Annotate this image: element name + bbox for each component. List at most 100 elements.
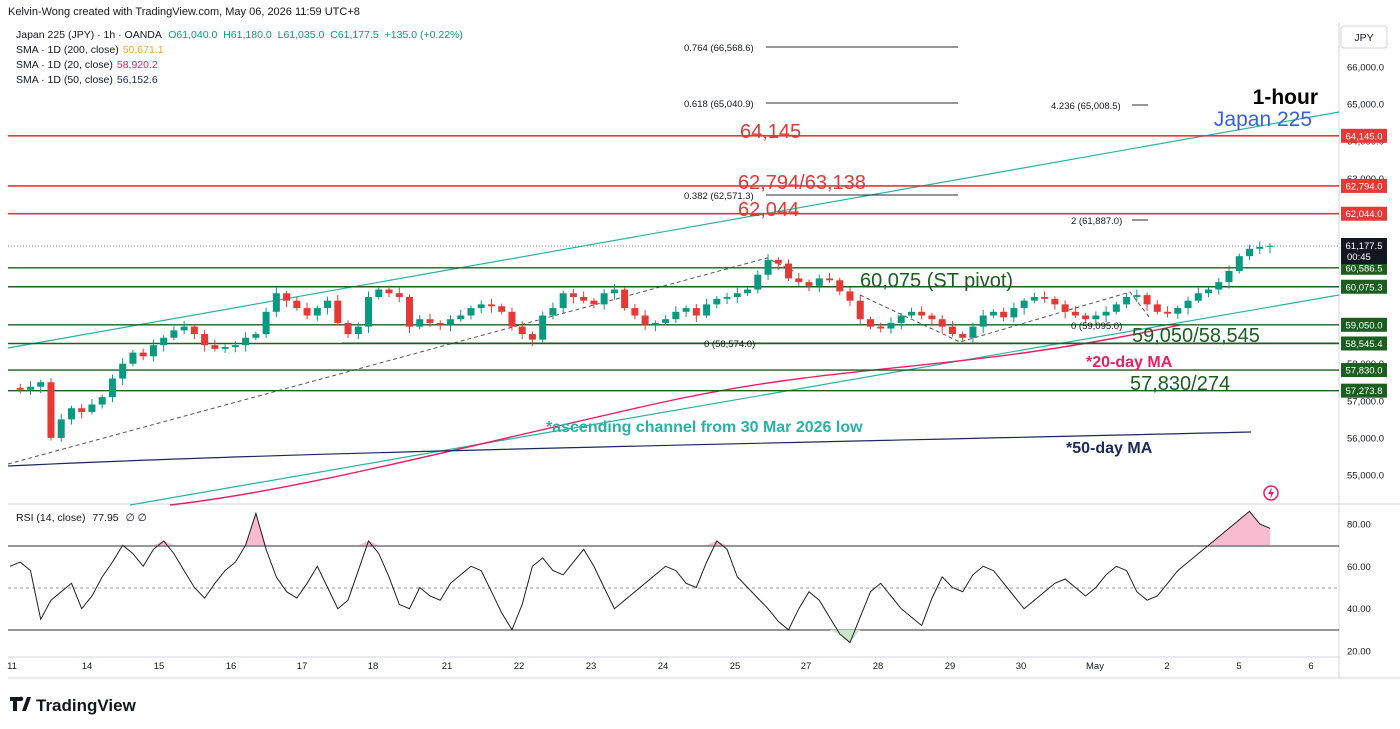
candle-body-119 [1225,271,1233,283]
currency-box[interactable] [1340,25,1388,49]
price-tick-0: 55,000.0 [1347,471,1384,482]
candle-body-82 [846,291,854,301]
candle-body-57 [590,300,598,305]
candle-body-37 [385,289,393,294]
legend: Japan 225 (JPY) · 1h · OANDA O61,040.0 H… [16,29,463,86]
candle-body-71 [733,293,741,297]
candle-body-47 [487,304,495,307]
rsi-tick-0: 20.00 [1347,647,1371,658]
candle-body-54 [559,293,567,309]
candle-body-26 [272,293,280,312]
time-tick-15: May [1086,661,1104,672]
candle-body-67 [692,308,700,316]
price-tick-11: 66,000.0 [1347,63,1384,74]
badge-bg-1 [1341,178,1387,193]
badge-bg-3 [1341,260,1387,275]
candle-body-102 [1051,298,1059,305]
candle-body-49 [508,311,516,327]
candle-body-23 [242,337,250,346]
candle-body-45 [467,308,475,316]
badge-text-2: 62,044.0 [1346,209,1383,220]
sma50-label: SMA · 1D (50, close) [16,74,113,86]
channel-lower-line [129,294,1340,506]
candle-body-48 [498,306,506,312]
candle-body-56 [580,296,588,301]
candle-body-65 [672,311,680,320]
candle-body-93 [959,334,967,338]
time-tick-14: 30 [1016,661,1027,672]
candle-body-32 [334,300,342,323]
candle-body-106 [1092,315,1100,320]
sma50-value: 56,152.6 [117,74,158,86]
candle-body-88 [907,311,915,316]
price-badges: 64,145.0 62,794.0 62,044.0 60,586.5 60,075.3… [1341,128,1387,398]
ohlc-open: O61,040.0 [168,29,217,41]
candle-body-105 [1082,315,1090,320]
candle-body-69 [713,298,721,305]
candle-body-81 [836,280,844,292]
tradingview-logo[interactable]: TradingView [10,696,137,715]
badge-bg-7 [1341,363,1387,378]
time-tick-8: 23 [586,661,597,672]
candle-body-59 [610,289,618,294]
price-tick-2: 57,000.0 [1347,396,1384,407]
resistance-label-64145: 64,145 [740,121,801,143]
price-tick-10: 65,000.0 [1347,100,1384,111]
fib-label-0764: 0.764 (66,568.6) [684,43,754,54]
resistance-label-62044: 62,044 [738,199,799,221]
badge-bg-6 [1341,336,1387,351]
badge-bg-0 [1341,128,1387,143]
time-tick-11: 27 [801,661,812,672]
candle-body-55 [569,293,577,297]
candle-body-108 [1112,304,1120,312]
candle-body-114 [1174,308,1182,314]
candle-body-104 [1071,311,1079,316]
fib-swing-dashed-2 [859,291,1151,343]
candle-body-29 [303,308,311,316]
candle-body-22 [231,345,239,348]
candle-body-97 [1000,311,1008,318]
candle-body-35 [365,296,373,327]
title-instrument: Japan 225 [1214,108,1312,131]
sma20-line [169,324,1181,506]
candle-body-89 [918,311,926,316]
attribution-text: Kelvin-Wong created with TradingView.com… [8,6,360,18]
time-axis-ticks: 11 14 15 16 17 18 21 22 23 24 25 27 28 29 30 May 2 5 6 [7,661,1314,672]
badge-bg-2 [1341,206,1387,221]
candle-body-51 [528,334,536,340]
candle-body-16 [170,330,178,338]
candle-body-110 [1133,295,1141,297]
candle-body-15 [160,337,168,346]
candle-body-50 [518,326,526,335]
candle-body-38 [395,293,403,297]
time-tick-6: 21 [442,661,453,672]
rsi-tick-3: 80.00 [1347,520,1371,531]
alert-flash-icon[interactable] [1263,485,1279,501]
sma20-value: 58,920.2 [117,59,158,71]
candle-body-86 [887,322,895,329]
candles [16,241,1274,442]
fib-label-0382: 0.382 (62,571.3) [684,191,754,202]
candle-body-113 [1164,311,1172,314]
support-label-60075: 60,075 (ST pivot) [860,270,1013,292]
candle-body-43 [446,319,454,325]
candle-body-98 [1010,308,1018,318]
candle-body-30 [313,308,321,316]
candle-body-68 [703,304,711,316]
candle-body-52 [539,315,547,340]
candle-body-24 [252,334,260,338]
time-tick-13: 29 [945,661,956,672]
channel-upper-line [7,111,1340,349]
time-tick-7: 22 [514,661,525,672]
candle-body-95 [979,315,987,327]
candle-body-111 [1143,295,1151,305]
fib-label-2: 2 (61,887.0) [1071,216,1122,227]
candle-body-115 [1184,300,1192,309]
sma50-line [7,431,1252,467]
candle-body-36 [375,289,383,297]
candle-body-84 [866,319,874,327]
time-tick-16: 2 [1164,661,1169,672]
candle-body-99 [1020,300,1028,309]
candle-body-83 [856,300,864,320]
badge-text-4: 60,075.3 [1346,282,1383,293]
